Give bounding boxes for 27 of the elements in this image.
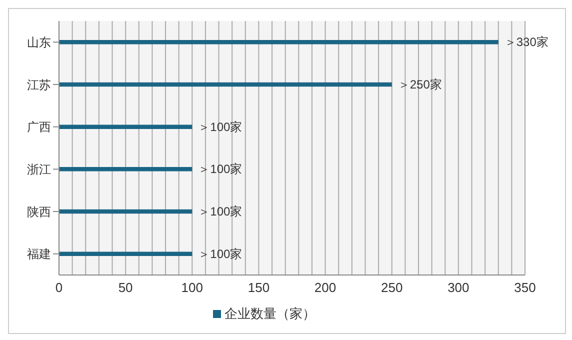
bar (59, 252, 192, 256)
x-tick-label: 0 (55, 280, 63, 296)
bar (59, 124, 192, 129)
x-tick-label: 50 (118, 280, 133, 296)
y-tick-label: 浙江 (27, 162, 51, 176)
x-tick-label: 250 (381, 280, 403, 296)
x-tick-label: 100 (181, 280, 203, 296)
data-label: ＞330家 (504, 35, 548, 50)
data-label: ＞100家 (198, 246, 242, 261)
y-tick-label: 陕西 (27, 204, 51, 219)
data-label: ＞100家 (198, 204, 242, 218)
x-tick-label: 150 (248, 280, 270, 296)
bar (59, 167, 192, 172)
bar (59, 82, 392, 87)
data-label: ＞100家 (198, 120, 242, 134)
x-tick-label: 300 (448, 280, 470, 296)
data-label: ＞250家 (398, 78, 442, 92)
bar (59, 40, 498, 44)
x-tick-label: 200 (314, 280, 336, 296)
bar (59, 209, 192, 214)
data-label: ＞100家 (198, 162, 242, 176)
legend-label: 企业数量（家） (224, 306, 316, 321)
x-tick-label: 350 (514, 280, 536, 296)
y-tick-label: 福建 (27, 247, 51, 262)
y-tick-label: 山东 (27, 35, 51, 50)
y-tick-label: 广西 (27, 120, 51, 134)
y-tick-label: 江苏 (27, 78, 51, 92)
